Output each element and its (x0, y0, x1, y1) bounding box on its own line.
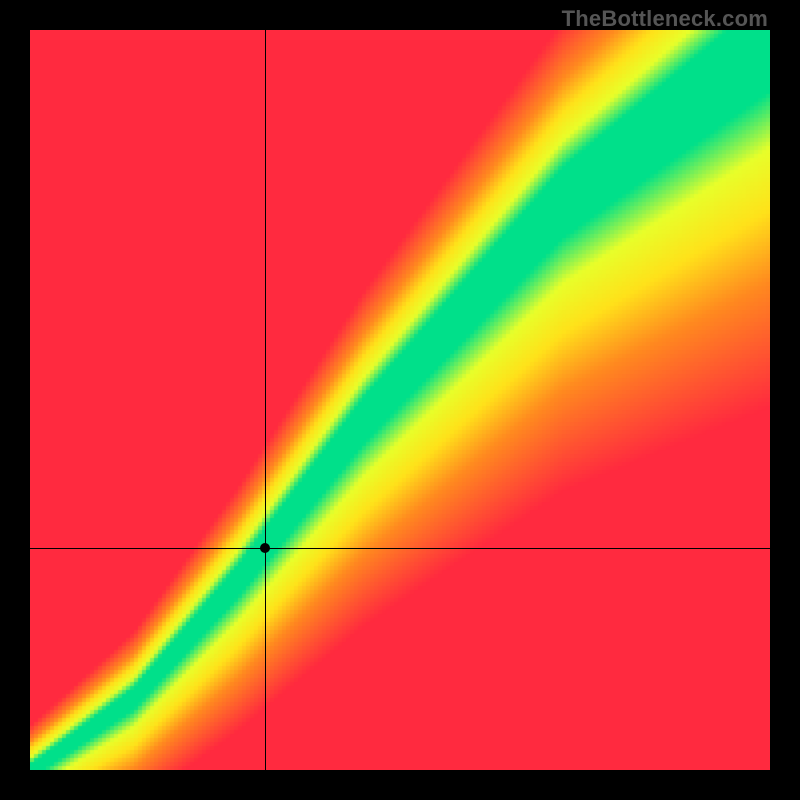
plot-area (30, 30, 770, 770)
crosshair-marker (260, 543, 270, 553)
watermark-text: TheBottleneck.com (562, 6, 768, 32)
heatmap-canvas (30, 30, 770, 770)
crosshair-vertical (265, 30, 266, 770)
crosshair-horizontal (30, 548, 770, 549)
